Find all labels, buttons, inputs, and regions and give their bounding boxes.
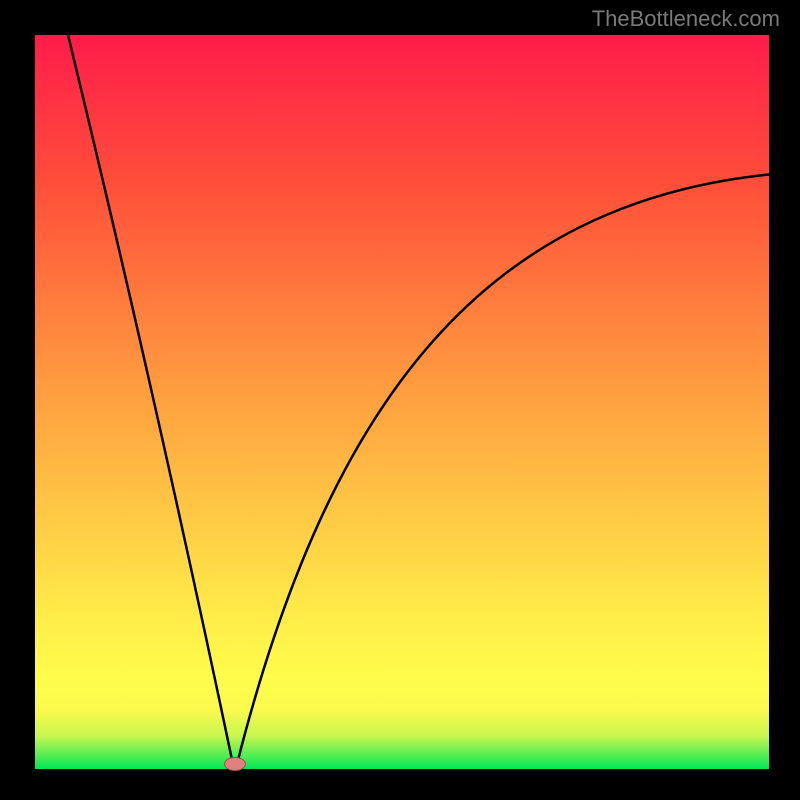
bottleneck-curve [35, 35, 769, 769]
plot-area [35, 35, 769, 769]
optimum-marker [224, 757, 246, 771]
watermark-text: TheBottleneck.com [592, 6, 780, 32]
